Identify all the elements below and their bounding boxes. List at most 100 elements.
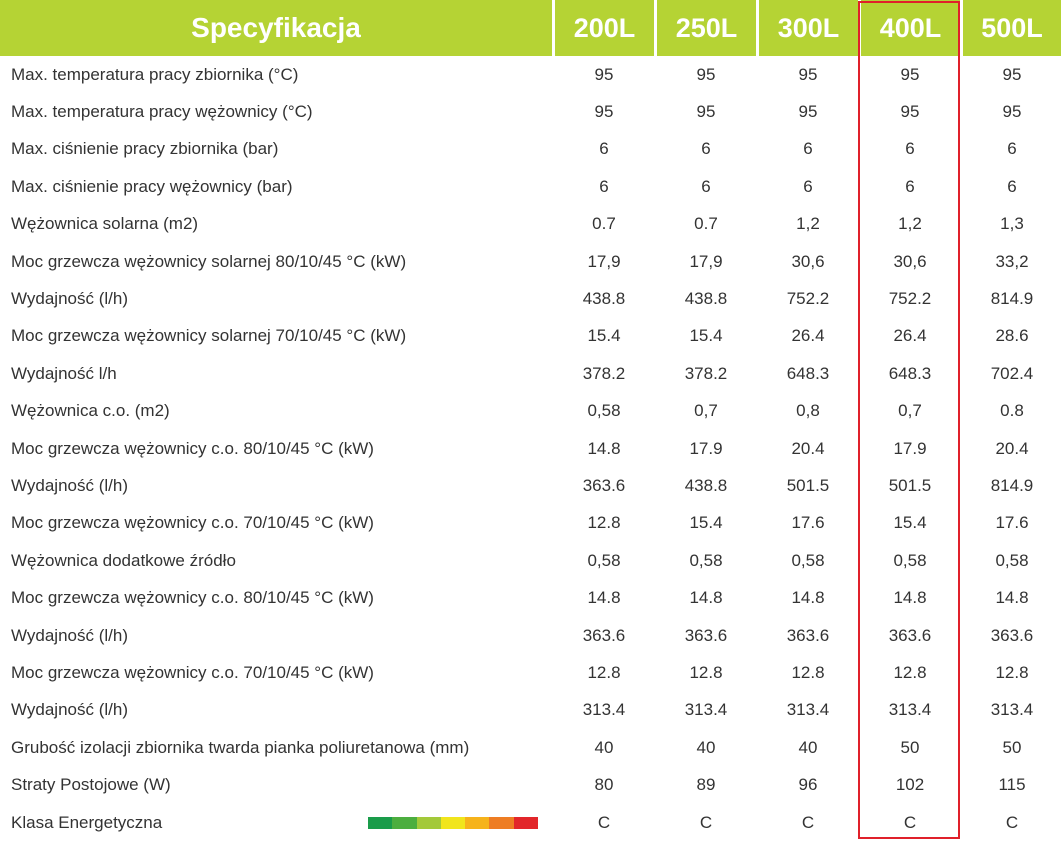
row-label: Max. temperatura pracy wężownicy (°C) <box>11 102 313 122</box>
cell-value: 0.8 <box>1000 401 1024 421</box>
cell-value: 14.8 <box>689 588 723 608</box>
cell-value: 0,7 <box>898 401 922 421</box>
table-row: Moc grzewcza wężownicy solarnej 70/10/45… <box>0 318 1061 355</box>
cell-value: 14.8 <box>587 588 621 608</box>
cell-value: 6 <box>905 139 915 159</box>
energy-scale-segment <box>392 816 417 829</box>
cell-value: 6 <box>701 139 711 159</box>
cell-value: C <box>699 812 713 832</box>
header-size-200l: 200L <box>555 0 654 56</box>
cell-value: 814.9 <box>990 476 1034 496</box>
cell-value: 15.4 <box>689 326 723 346</box>
cell-value: 0,58 <box>689 550 723 570</box>
table-row: Wężownica c.o. (m2) 0,58 0,7 0,8 0,7 0.8 <box>0 393 1061 430</box>
cell-value: 363.6 <box>684 625 728 645</box>
cell-value: 0,58 <box>893 550 927 570</box>
header-size-400l: 400L <box>861 0 960 56</box>
cell-value: 14.8 <box>893 588 927 608</box>
table-row: Wydajność (l/h) 363.6 363.6 363.6 363.6 363.6 <box>0 617 1061 654</box>
row-label: Grubość izolacji zbiornika twarda pianka… <box>11 737 470 757</box>
energy-scale-segment <box>416 816 441 829</box>
table-row: Wężownica solarna (m2) 0.7 0.7 1,2 1,2 1,3 <box>0 206 1061 243</box>
cell-value: 814.9 <box>990 289 1034 309</box>
row-label: Moc grzewcza wężownicy solarnej 80/10/45… <box>11 251 407 271</box>
row-label: Klasa Energetyczna <box>11 812 163 832</box>
cell-value: 752.2 <box>888 289 932 309</box>
cell-value: 0.7 <box>694 214 718 234</box>
cell-value: 363.6 <box>888 625 932 645</box>
cell-value: 89 <box>696 775 716 795</box>
cell-value: 40 <box>696 737 716 757</box>
cell-value: 17.6 <box>791 513 825 533</box>
cell-value: 102 <box>895 775 925 795</box>
row-label: Wydajność l/h <box>11 363 117 383</box>
cell-value: 33,2 <box>995 251 1029 271</box>
table-row: Max. temperatura pracy zbiornika (°C) 95 9… <box>0 56 1061 93</box>
energy-scale-segment <box>489 816 514 829</box>
cell-value: 95 <box>594 102 614 122</box>
cell-value: 30,6 <box>893 251 927 271</box>
table-row: Max. ciśnienie pracy zbiornika (bar) 6 6 6 6… <box>0 131 1061 168</box>
row-label: Max. temperatura pracy zbiornika (°C) <box>11 64 299 84</box>
cell-value: 28.6 <box>995 326 1029 346</box>
cell-value: 12.8 <box>587 663 621 683</box>
cell-value: 1,2 <box>796 214 820 234</box>
cell-value: 14.8 <box>587 438 621 458</box>
cell-value: 313.4 <box>786 700 830 720</box>
header-size-250l: 250L <box>657 0 756 56</box>
cell-value: 6 <box>701 176 711 196</box>
row-label: Wydajność (l/h) <box>11 700 128 720</box>
cell-value: 80 <box>594 775 614 795</box>
cell-value: 20.4 <box>995 438 1029 458</box>
cell-value: 12.8 <box>689 663 723 683</box>
cell-value: 50 <box>1002 737 1022 757</box>
table-row: Wężownica dodatkowe źródło 0,58 0,58 0,58 0,… <box>0 542 1061 579</box>
cell-value: 12.8 <box>791 663 825 683</box>
cell-value: 17.9 <box>689 438 723 458</box>
cell-value: 313.4 <box>990 700 1034 720</box>
cell-value: 12.8 <box>995 663 1029 683</box>
cell-value: C <box>597 812 611 832</box>
row-label: Moc grzewcza wężownicy c.o. 80/10/45 °C … <box>11 588 374 608</box>
energy-scale-segment <box>513 816 538 829</box>
cell-value: 12.8 <box>893 663 927 683</box>
cell-value: 648.3 <box>888 363 932 383</box>
cell-value: C <box>903 812 917 832</box>
row-label: Wydajność (l/h) <box>11 625 128 645</box>
table-row: Moc grzewcza wężownicy solarnej 80/10/45… <box>0 243 1061 280</box>
cell-value: 313.4 <box>582 700 626 720</box>
row-label: Max. ciśnienie pracy wężownicy (bar) <box>11 176 293 196</box>
energy-scale-segment <box>368 816 393 829</box>
cell-value: 0,58 <box>587 550 621 570</box>
cell-value: 95 <box>900 102 920 122</box>
cell-value: 313.4 <box>888 700 932 720</box>
table-row: Max. ciśnienie pracy wężownicy (bar) 6 6 6 6… <box>0 168 1061 205</box>
cell-value: 313.4 <box>684 700 728 720</box>
row-label: Straty Postojowe (W) <box>11 775 171 795</box>
cell-value: 96 <box>798 775 818 795</box>
cell-value: 15.4 <box>587 326 621 346</box>
energy-scale-segment <box>440 816 466 829</box>
cell-value: 0,58 <box>587 401 621 421</box>
cell-value: 6 <box>1007 139 1017 159</box>
cell-value: 40 <box>594 737 614 757</box>
cell-value: 6 <box>803 176 813 196</box>
cell-value: 40 <box>798 737 818 757</box>
energy-class-scale <box>368 816 538 829</box>
cell-value: 95 <box>1002 102 1022 122</box>
row-label: Wężownica solarna (m2) <box>11 214 199 234</box>
row-label: Moc grzewcza wężownicy c.o. 70/10/45 °C … <box>11 663 374 683</box>
cell-value: 26.4 <box>791 326 825 346</box>
cell-value: 6 <box>599 176 609 196</box>
table-row: Grubość izolacji zbiornika twarda pianka… <box>0 729 1061 766</box>
row-label: Moc grzewcza wężownicy c.o. 70/10/45 °C … <box>11 513 374 533</box>
row-label: Max. ciśnienie pracy zbiornika (bar) <box>11 139 279 159</box>
cell-value: 438.8 <box>582 289 626 309</box>
cell-value: 0,58 <box>995 550 1029 570</box>
table-row: Max. temperatura pracy wężownicy (°C) 95 9… <box>0 93 1061 130</box>
row-label: Wężownica dodatkowe źródło <box>11 550 236 570</box>
cell-value: 1,3 <box>1000 214 1024 234</box>
header-size-500l: 500L <box>963 0 1061 56</box>
cell-value: 15.4 <box>689 513 723 533</box>
cell-value: 115 <box>998 775 1026 795</box>
